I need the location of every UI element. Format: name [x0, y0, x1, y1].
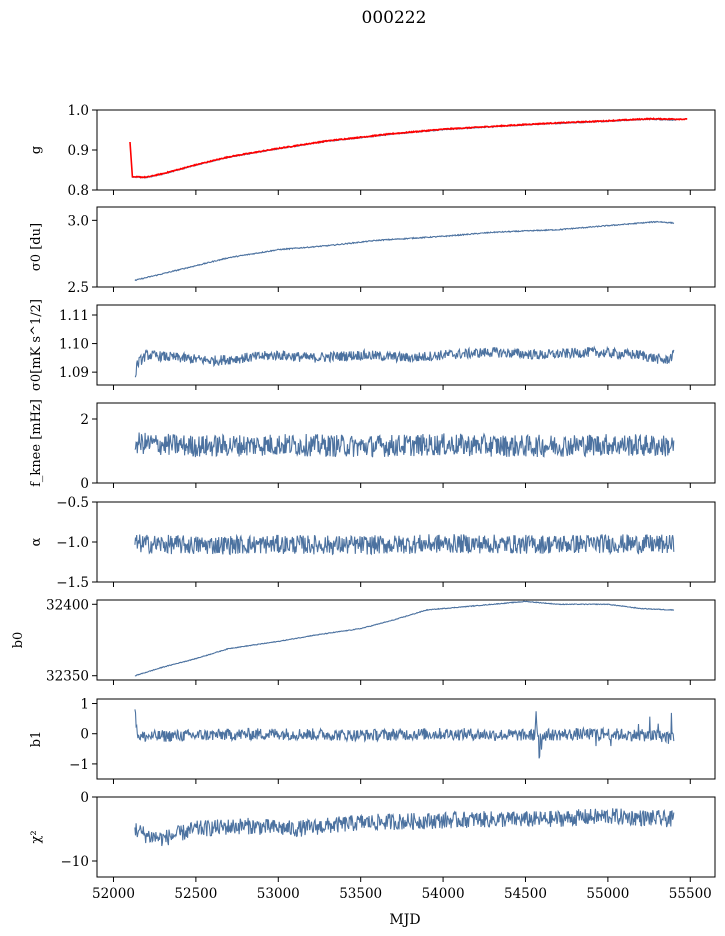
x-tick-label: 53000 — [257, 886, 300, 902]
panel-6: 32350 32400 b0 — [11, 597, 716, 685]
y-tick-label: 1.10 — [59, 337, 89, 353]
y-tick-label: 2.5 — [68, 280, 89, 296]
panel-frame — [96, 304, 716, 386]
y-axis-label: σ0[mK s^1/2] — [29, 299, 44, 391]
y-tick-label: 0 — [80, 727, 89, 743]
series-line-7-1 — [134, 709, 675, 759]
panel-frame — [96, 698, 716, 780]
y-tick-label: −10 — [61, 854, 90, 870]
panel-7: −1 0 1 b1 — [29, 697, 716, 784]
y-axis-label: α — [29, 537, 44, 546]
y-tick-label: 1.09 — [59, 365, 89, 381]
x-tick-label: 53500 — [339, 886, 382, 902]
y-tick-label: 1 — [80, 697, 89, 713]
y-tick-label: 2 — [80, 412, 89, 428]
y-axis-label: σ0 [du] — [29, 223, 44, 271]
x-axis-label: MJD — [389, 912, 420, 928]
y-axis-label: f_knee [mHz] — [29, 399, 44, 487]
y-tick-label: 1.11 — [59, 308, 89, 324]
y-tick-label: −1.5 — [56, 575, 89, 591]
series-line-5-1 — [134, 533, 675, 556]
y-tick-label: 32400 — [46, 597, 89, 613]
series-line-1-2 — [129, 117, 688, 179]
panel-8: −10 0 52000 52500 53000 53500 54000 54500 55000 5… — [29, 790, 716, 902]
y-tick-label: 0 — [80, 476, 89, 492]
y-tick-label: 0 — [80, 790, 89, 806]
panel-frame — [96, 796, 716, 878]
series-line-8-1 — [134, 808, 675, 847]
series-line-3-1 — [134, 345, 675, 378]
series-line-4-1 — [134, 432, 675, 458]
y-axis-label: b1 — [29, 731, 44, 748]
panel-frame — [96, 206, 716, 288]
panel-2: 2.5 3.0 σ0 [du] — [29, 206, 716, 296]
x-tick-label: 55000 — [586, 886, 629, 902]
panel-5: −1.5 −1.0 −0.5 α — [29, 495, 716, 591]
x-tick-label: 52000 — [92, 886, 135, 902]
series-line-1-1 — [132, 118, 678, 179]
panels: 0.8 0.9 1.0 g 2.5 3.0 σ0 [du] 1.09 1.10 1.11 σ0[mK… — [11, 103, 716, 902]
panel-frame — [96, 109, 716, 191]
y-tick-label: −0.5 — [56, 495, 89, 511]
y-axis-label: χ² — [29, 830, 44, 843]
x-tick-label: 54500 — [504, 886, 547, 902]
panel-4: 0 2 f_knee [mHz] — [29, 399, 716, 492]
y-tick-label: 0.9 — [68, 143, 89, 159]
y-tick-label: −1 — [69, 757, 89, 773]
panel-3: 1.09 1.10 1.11 σ0[mK s^1/2] — [29, 299, 716, 391]
panel-frame — [96, 599, 716, 681]
series-line-6-1 — [134, 600, 675, 677]
y-tick-label: 3.0 — [68, 213, 89, 229]
y-axis-label: b0 — [11, 632, 26, 649]
panel-frame — [96, 402, 716, 484]
series-line-2-1 — [134, 220, 675, 282]
y-tick-label: −1.0 — [56, 535, 89, 551]
y-tick-label: 1.0 — [68, 103, 89, 119]
x-tick-label: 54000 — [422, 886, 465, 902]
y-tick-label: 0.8 — [68, 183, 89, 199]
figure-title: 000222 — [362, 8, 427, 28]
y-axis-label: g — [29, 146, 44, 154]
panel-1: 0.8 0.9 1.0 g — [29, 103, 716, 199]
x-tick-label: 52500 — [174, 886, 217, 902]
x-tick-label: 55500 — [669, 886, 712, 902]
y-tick-label: 32350 — [46, 669, 89, 685]
